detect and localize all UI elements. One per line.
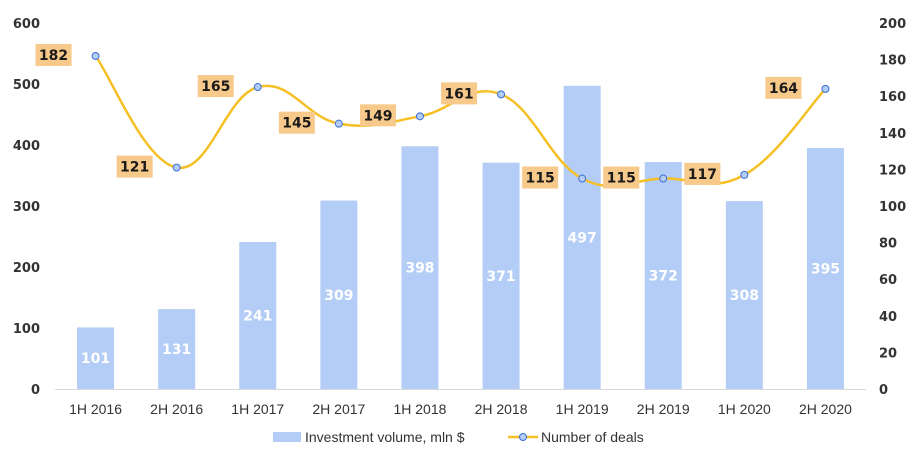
deal-label-box: [765, 76, 802, 99]
left-tick-label: 100: [13, 322, 40, 337]
bar-series: [77, 85, 844, 389]
deal-value-label: 182: [39, 48, 68, 64]
bar-value-label: 497: [568, 230, 597, 246]
deal-label-box: [116, 155, 153, 178]
bar: [320, 200, 358, 389]
legend: Investment volume, mln $ Number of deals: [273, 429, 644, 445]
deal-point: [172, 163, 181, 172]
left-tick-label: 0: [31, 383, 40, 398]
left-axis-ticks: 0 100 200 300 400 500 600: [13, 17, 40, 398]
right-tick-label: 80: [879, 237, 897, 252]
right-tick-label: 200: [879, 17, 906, 32]
right-tick-label: 0: [879, 383, 888, 398]
deal-point: [740, 170, 749, 179]
x-tick-label: 1H 2020: [718, 401, 771, 417]
bar-value-label: 308: [730, 288, 759, 304]
deal-label-box: [441, 82, 478, 105]
left-tick-label: 200: [13, 261, 40, 276]
deal-point: [253, 83, 262, 92]
x-axis-ticks: 1H 2016 2H 2016 1H 2017 2H 2017 1H 2018 2H 20…: [69, 401, 852, 417]
deal-value-label: 165: [201, 79, 230, 95]
x-tick-label: 2H 2017: [312, 401, 365, 417]
bar-value-label: 309: [324, 288, 353, 304]
bar: [77, 327, 115, 389]
left-tick-label: 400: [13, 139, 40, 154]
right-tick-label: 100: [879, 200, 906, 215]
deal-point: [821, 84, 830, 93]
deal-point: [497, 90, 506, 99]
legend-swatch-investment: [273, 432, 301, 442]
deal-point: [91, 51, 100, 60]
bar-value-label: 372: [649, 269, 678, 285]
deal-value-label: 115: [607, 171, 636, 187]
x-tick-label: 1H 2016: [69, 401, 122, 417]
deal-point: [659, 174, 668, 183]
right-axis-ticks: 0 20 40 60 80 100 120 140 160 180 200: [879, 17, 906, 398]
bar-value-label: 371: [486, 269, 515, 285]
deal-label-box: [684, 162, 721, 185]
bar-value-label: 398: [405, 261, 434, 277]
legend-label-deals: Number of deals: [541, 429, 644, 445]
left-tick-label: 600: [13, 17, 40, 32]
deal-point: [334, 119, 343, 128]
right-tick-label: 140: [879, 127, 906, 142]
right-tick-label: 40: [879, 310, 897, 325]
deal-value-label: 164: [769, 81, 798, 97]
bar: [563, 85, 601, 389]
x-tick-label: 2H 2019: [637, 401, 690, 417]
legend-label-investment: Investment volume, mln $: [305, 429, 465, 445]
right-tick-label: 20: [879, 346, 897, 361]
deal-value-label: 145: [282, 116, 311, 132]
bar: [482, 162, 520, 389]
deal-value-label: 149: [363, 108, 392, 124]
deal-value-label: 121: [120, 160, 149, 176]
bar-value-label: 395: [811, 262, 840, 278]
deal-value-label: 161: [444, 86, 473, 102]
bar-value-label: 131: [162, 342, 191, 358]
x-tick-label: 1H 2019: [556, 401, 609, 417]
bar: [644, 162, 682, 389]
bar-value-label: 241: [243, 308, 272, 324]
deal-label-box: [603, 166, 640, 189]
deal-value-label: 115: [526, 171, 555, 187]
left-tick-label: 500: [13, 78, 40, 93]
bar: [158, 309, 196, 389]
right-tick-label: 160: [879, 90, 906, 105]
legend-swatch-deals-marker: [519, 433, 527, 441]
deal-label-box: [522, 166, 559, 189]
x-tick-label: 1H 2018: [393, 401, 446, 417]
x-tick-label: 2H 2016: [150, 401, 203, 417]
bar: [725, 201, 763, 389]
bar: [401, 146, 439, 389]
x-tick-label: 2H 2020: [799, 401, 852, 417]
deals-data-labels: 182 121 165 145 149 161 115 115 117 164: [35, 43, 802, 189]
bar-data-labels: 101 131 241 309 398 371 497 372 308 395: [81, 230, 840, 367]
right-tick-label: 120: [879, 163, 906, 178]
left-tick-label: 300: [13, 200, 40, 215]
x-tick-label: 1H 2017: [231, 401, 284, 417]
deal-label-box: [35, 43, 72, 66]
bar-value-label: 101: [81, 351, 110, 367]
deal-label-box: [197, 75, 234, 98]
right-tick-label: 180: [879, 54, 906, 69]
deal-value-label: 117: [688, 167, 717, 183]
deals-points: [91, 51, 830, 183]
bar: [806, 148, 844, 389]
right-tick-label: 60: [879, 273, 897, 288]
deal-label-box: [278, 111, 315, 134]
deal-point: [578, 174, 587, 183]
deal-point: [415, 112, 424, 121]
bar: [239, 241, 277, 389]
deal-label-box: [359, 104, 396, 127]
x-tick-label: 2H 2018: [475, 401, 528, 417]
